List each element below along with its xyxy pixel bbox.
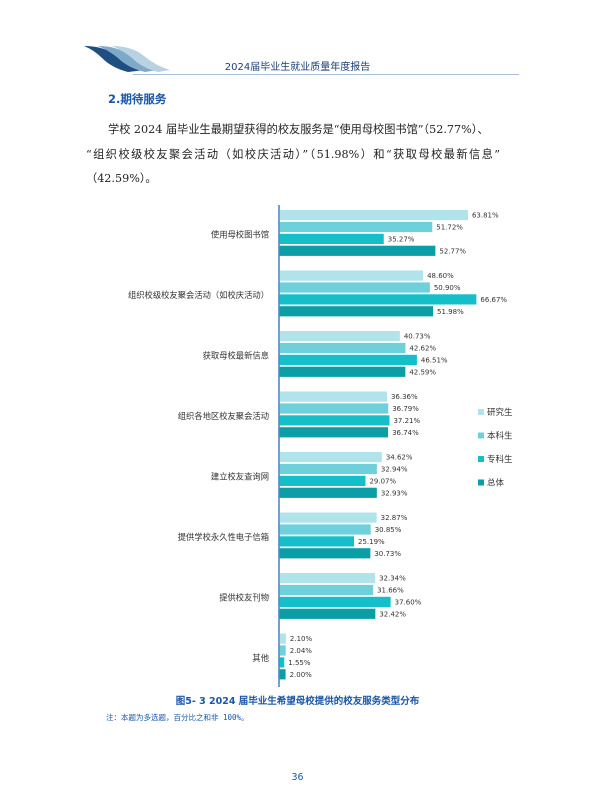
bar [279, 270, 424, 281]
legend-label: 研究生 [487, 407, 513, 418]
bar [279, 354, 417, 365]
bar [279, 669, 286, 680]
category-label: 获取母校最新信息 [203, 350, 269, 360]
data-label: 40.73% [404, 333, 431, 341]
bar [279, 221, 433, 233]
data-label: 48.60% [427, 272, 454, 280]
data-label: 32.42% [379, 610, 406, 618]
category-label: 提供学校永久性电子信箱 [178, 532, 269, 542]
bar [279, 536, 355, 547]
bar [279, 210, 468, 221]
data-label: 50.90% [434, 284, 461, 292]
legend-swatch [478, 479, 484, 486]
bar [279, 524, 371, 535]
bar [279, 282, 430, 293]
data-label: 2.04% [290, 647, 313, 655]
section-heading: 2.期待服务 [108, 92, 167, 106]
bar [279, 475, 366, 486]
data-label: 42.59% [409, 368, 436, 376]
bar [279, 645, 286, 656]
category-label: 提供校友刊物 [219, 592, 269, 602]
category-label: 使用母校图书馆 [211, 229, 269, 239]
bar [279, 596, 391, 607]
bar [279, 403, 389, 414]
data-label: 30.73% [374, 550, 401, 558]
data-label: 37.60% [395, 598, 422, 606]
category-label: 组织各地区校友聚会活动 [178, 411, 269, 421]
bar [279, 306, 434, 317]
data-label: 25.19% [358, 538, 385, 546]
legend-label: 专科生 [487, 454, 513, 465]
bar [279, 427, 389, 438]
bar [279, 294, 477, 305]
data-label: 2.00% [290, 671, 313, 679]
data-label: 30.85% [375, 526, 402, 534]
bar [279, 548, 371, 559]
header-title: 2024届毕业生就业质量年度报告 [224, 62, 371, 73]
bar [279, 633, 286, 644]
data-label: 2.10% [290, 635, 313, 643]
data-label: 1.55% [288, 659, 311, 667]
legend-label: 总体 [487, 478, 505, 489]
figure-note: 注：本题为多选题，百分比之和非 100%。 [106, 713, 249, 722]
figure-caption: 图5- 3 2024 届毕业生希望母校提供的校友服务类型分布 [175, 696, 420, 707]
bar [279, 233, 384, 244]
bar [279, 608, 376, 619]
data-label: 32.94% [381, 466, 408, 474]
paragraph-line-3: （42.59%）。 [86, 172, 157, 185]
bar [279, 452, 382, 463]
data-label: 32.34% [379, 575, 406, 583]
data-label: 66.67% [480, 296, 507, 304]
legend-label: 本科生 [487, 431, 513, 442]
bar [279, 573, 376, 584]
paragraph-line-1: 学校 2024 届毕业生最期望获得的校友服务是“使用母校图书馆”（52.77%）… [108, 123, 489, 136]
body-paragraph: 学校 2024 届毕业生最期望获得的校友服务是“使用母校图书馆”（52.77%）… [86, 118, 500, 192]
bar [279, 463, 377, 475]
bar [279, 415, 390, 426]
data-label: 36.36% [391, 393, 418, 401]
data-label: 36.74% [392, 429, 419, 437]
data-label: 36.79% [392, 405, 419, 413]
data-label: 63.81% [472, 212, 499, 220]
bar [279, 487, 377, 498]
data-label: 32.93% [381, 489, 408, 497]
data-label: 46.51% [421, 356, 448, 364]
bar [279, 657, 285, 668]
category-label: 组织校级校友聚会活动（如校庆活动） [128, 290, 269, 300]
bar [279, 331, 400, 342]
paragraph-line-2: “组织校级校友聚会活动（如校庆活动）”（51.98%）和“获取母校最新信息” [86, 147, 500, 161]
header-decoration [84, 46, 170, 72]
bar [279, 391, 387, 402]
data-label: 31.66% [377, 587, 404, 595]
legend-swatch [478, 409, 484, 415]
data-label: 52.77% [439, 247, 466, 255]
bar [279, 512, 377, 523]
legend-swatch [478, 456, 484, 462]
data-label: 42.62% [409, 345, 436, 353]
header-rule [133, 74, 519, 76]
page-number: 36 [291, 772, 304, 783]
legend-swatch [478, 432, 484, 439]
bar [279, 342, 406, 354]
bar [279, 366, 406, 377]
bar [279, 245, 436, 256]
data-label: 51.72% [436, 224, 463, 232]
data-label: 32.87% [381, 514, 408, 522]
data-label: 34.62% [386, 454, 413, 462]
data-label: 35.27% [388, 235, 415, 243]
data-label: 37.21% [393, 417, 420, 425]
data-label: 51.98% [437, 308, 464, 316]
category-label: 建立校友查询网 [211, 471, 269, 481]
data-label: 29.07% [369, 477, 396, 485]
bar [279, 584, 374, 596]
category-label: 其他 [252, 653, 269, 663]
